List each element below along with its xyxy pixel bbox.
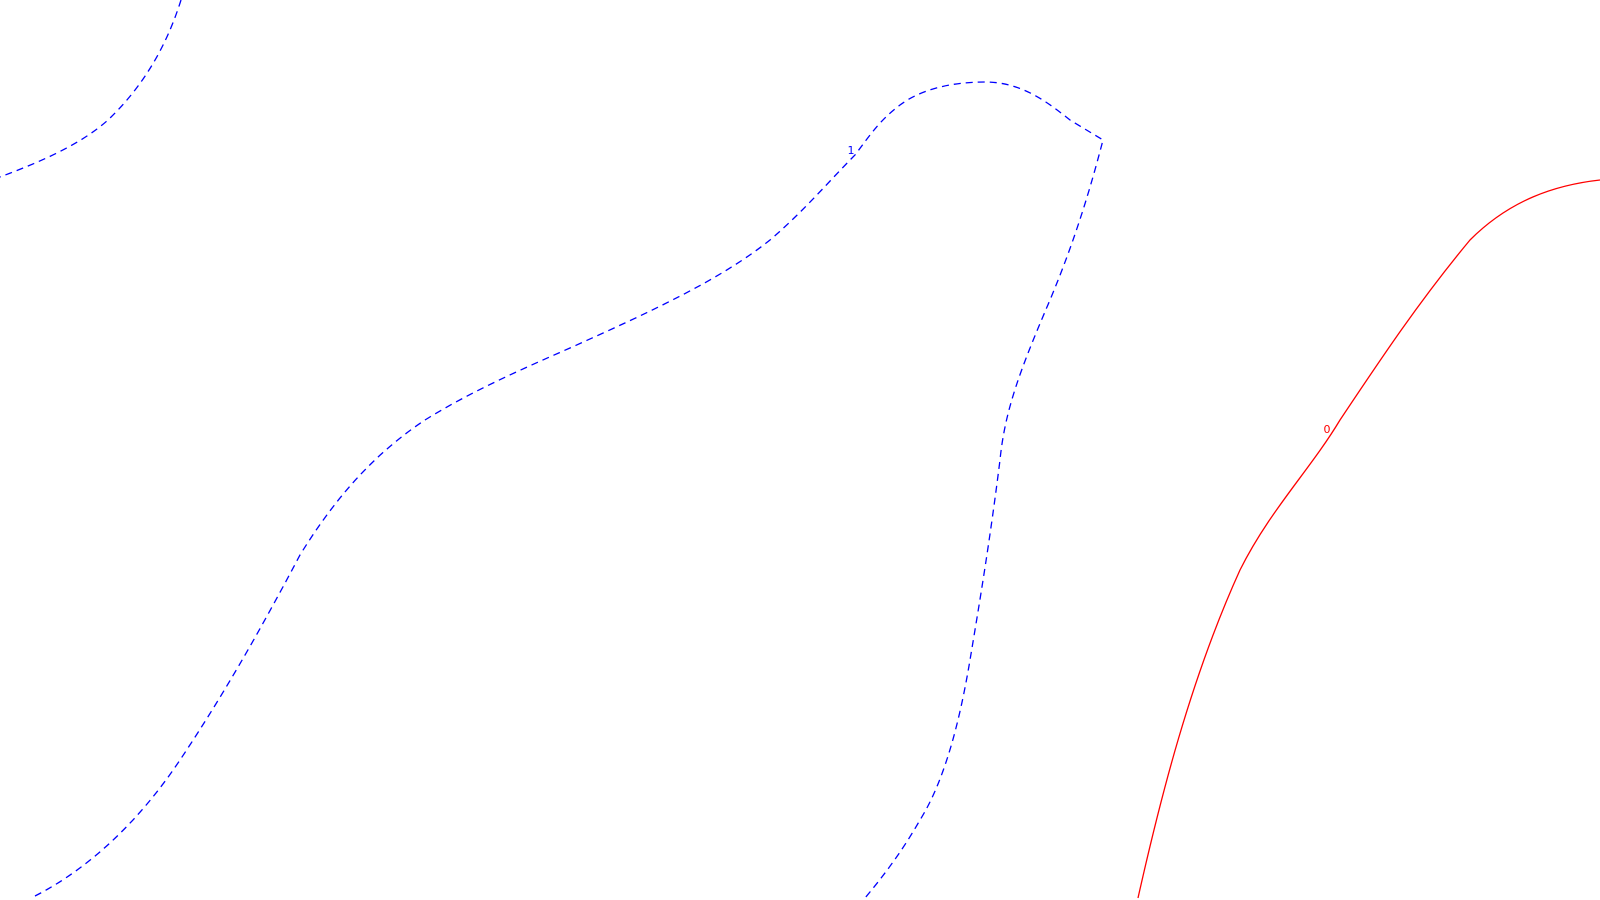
contour-label-0: 0 [1324, 423, 1331, 436]
contour-line-0 [1137, 179, 1600, 899]
contour-label-1: 1 [848, 144, 855, 157]
contour-line-1-topleft [0, 0, 182, 178]
contour-line-1-main [34, 81, 1104, 899]
